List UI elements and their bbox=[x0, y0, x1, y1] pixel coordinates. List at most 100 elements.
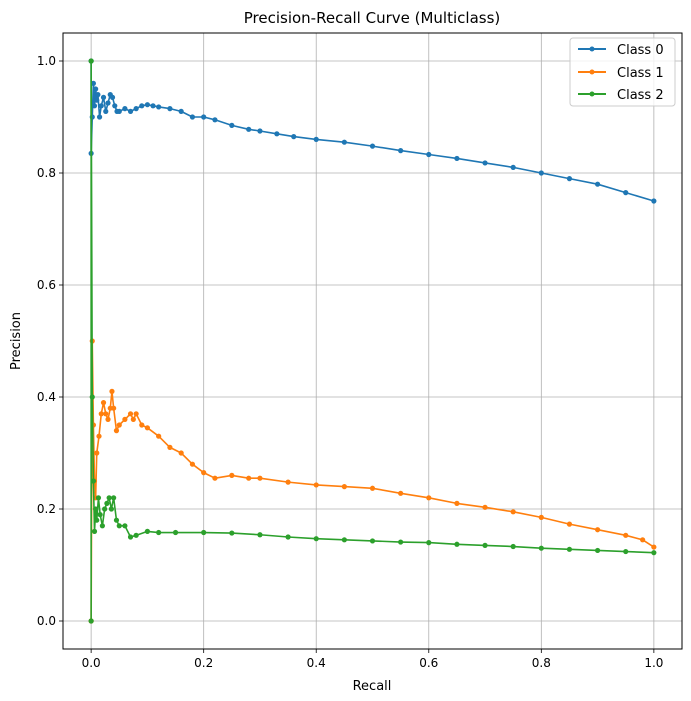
data-point bbox=[104, 500, 110, 506]
data-point bbox=[103, 108, 109, 114]
legend-label-class-2: Class 2 bbox=[617, 88, 664, 103]
data-point bbox=[651, 550, 657, 556]
data-point bbox=[94, 517, 100, 523]
data-point bbox=[538, 545, 544, 551]
legend-label-class-0: Class 0 bbox=[617, 43, 664, 58]
data-point bbox=[201, 529, 207, 536]
data-point bbox=[167, 444, 173, 450]
data-point bbox=[95, 92, 101, 98]
data-point bbox=[313, 536, 319, 542]
series-class-1 bbox=[88, 338, 657, 624]
data-point bbox=[482, 504, 488, 510]
x-tick-label: 0.2 bbox=[194, 656, 213, 670]
data-point bbox=[156, 104, 162, 110]
data-point bbox=[229, 122, 235, 128]
data-point bbox=[212, 475, 218, 481]
data-point bbox=[102, 506, 108, 512]
plot-frame bbox=[62, 32, 683, 650]
data-point bbox=[90, 80, 96, 86]
data-point bbox=[122, 523, 128, 529]
data-point bbox=[257, 475, 263, 481]
data-point bbox=[426, 151, 432, 158]
data-point bbox=[189, 461, 196, 467]
data-point bbox=[95, 495, 102, 501]
data-point bbox=[482, 542, 488, 549]
data-point bbox=[156, 433, 162, 439]
data-point bbox=[139, 422, 145, 428]
data-point bbox=[285, 534, 291, 540]
legend: Class 0 Class 1 Class 2 bbox=[569, 37, 676, 107]
data-point bbox=[651, 544, 657, 550]
data-point bbox=[651, 198, 657, 204]
data-point bbox=[127, 534, 134, 540]
x-tick-label: 1.0 bbox=[644, 656, 663, 670]
data-point bbox=[313, 482, 319, 488]
series-line-class-1 bbox=[90, 340, 655, 622]
data-point bbox=[178, 108, 184, 114]
data-point bbox=[212, 117, 218, 123]
data-point bbox=[566, 521, 573, 527]
data-point bbox=[594, 181, 601, 187]
data-point bbox=[100, 94, 107, 100]
data-point bbox=[246, 475, 252, 481]
data-point bbox=[150, 103, 156, 109]
data-point bbox=[122, 106, 128, 112]
data-point bbox=[100, 400, 107, 406]
data-point bbox=[229, 472, 235, 478]
y-axis-label: Precision bbox=[9, 312, 24, 370]
data-point bbox=[89, 394, 95, 400]
data-point bbox=[623, 190, 629, 196]
data-point bbox=[594, 547, 601, 554]
data-point bbox=[640, 537, 646, 543]
data-point bbox=[91, 528, 98, 535]
x-tick-label: 0.8 bbox=[532, 656, 551, 670]
plot-area bbox=[63, 33, 682, 649]
y-tick-label: 0.4 bbox=[37, 390, 56, 404]
data-point bbox=[538, 514, 544, 521]
data-point bbox=[172, 529, 179, 536]
data-point bbox=[369, 143, 376, 149]
data-point bbox=[566, 176, 573, 182]
data-point bbox=[94, 450, 100, 456]
series-line-class-0 bbox=[90, 61, 655, 202]
data-point bbox=[201, 114, 207, 120]
data-point bbox=[88, 58, 94, 64]
data-point bbox=[178, 450, 184, 456]
data-point bbox=[454, 500, 460, 506]
data-point bbox=[144, 528, 151, 535]
data-point bbox=[426, 495, 432, 501]
data-point bbox=[313, 136, 319, 142]
series-layer bbox=[88, 58, 657, 624]
data-point bbox=[398, 539, 404, 545]
data-point bbox=[93, 506, 99, 512]
data-point bbox=[111, 495, 117, 501]
ticks: 0.0 0.2 0.4 0.6 0.8 1.0 0.0 0.2 0.4 0.6 0.8 1.0 bbox=[37, 54, 664, 670]
y-tick-label: 0.0 bbox=[37, 614, 56, 628]
chart-title: Precision-Recall Curve (Multiclass) bbox=[244, 9, 501, 27]
data-point bbox=[144, 102, 151, 108]
data-point bbox=[139, 103, 145, 109]
data-point bbox=[229, 530, 235, 536]
data-point bbox=[106, 495, 112, 501]
data-point bbox=[97, 511, 103, 518]
y-tick-label: 0.6 bbox=[37, 278, 56, 292]
data-point bbox=[341, 139, 347, 145]
data-point bbox=[93, 86, 99, 92]
data-point bbox=[116, 523, 122, 529]
x-tick-label: 0.6 bbox=[419, 656, 438, 670]
data-point bbox=[116, 422, 122, 428]
data-point bbox=[510, 164, 516, 170]
data-point bbox=[96, 433, 102, 439]
data-point bbox=[127, 411, 134, 417]
data-point bbox=[109, 94, 116, 100]
data-point bbox=[113, 517, 120, 523]
data-point bbox=[109, 388, 115, 394]
data-point bbox=[127, 108, 134, 114]
data-point bbox=[274, 131, 280, 137]
data-point bbox=[189, 114, 196, 120]
series-class-0 bbox=[88, 58, 657, 204]
data-point bbox=[201, 470, 207, 476]
data-point bbox=[341, 537, 347, 543]
data-point bbox=[122, 416, 128, 422]
data-point bbox=[369, 485, 376, 491]
